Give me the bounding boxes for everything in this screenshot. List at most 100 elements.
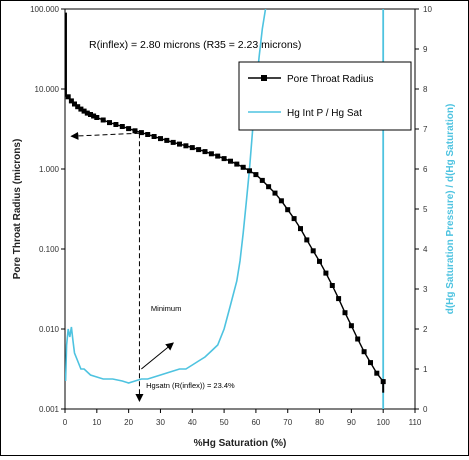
pore-series-point bbox=[266, 184, 272, 190]
pore-series-point bbox=[304, 237, 310, 243]
pore-series-point bbox=[291, 216, 297, 222]
x-axis: 0 10 20 30 40 50 60 70 80 90 100 110 bbox=[63, 409, 422, 427]
pore-series-point bbox=[94, 115, 100, 120]
x-tick-label: 0 bbox=[63, 418, 68, 427]
pore-series-point bbox=[196, 147, 202, 153]
pore-series-point bbox=[72, 101, 77, 107]
legend-pore-marker bbox=[261, 75, 267, 81]
pore-series-point bbox=[119, 124, 125, 129]
y-right-tick-label: 2 bbox=[423, 325, 428, 334]
pore-series-point bbox=[259, 177, 265, 183]
legend-hg-label: Hg Int P / Hg Sat bbox=[287, 108, 362, 119]
pore-series-point bbox=[272, 190, 278, 196]
annotation-layer: Minimum Hgsatn (R(inflex)) = 23.4% bbox=[70, 131, 235, 402]
x-tick-label: 90 bbox=[347, 418, 356, 427]
pore-series-point bbox=[374, 370, 380, 376]
left-y-axis-label: Pore Throat Radius (microns) bbox=[12, 139, 23, 280]
x-tick-label: 60 bbox=[251, 418, 260, 427]
pore-series-point bbox=[208, 151, 214, 157]
x-tick-label: 10 bbox=[92, 418, 101, 427]
y-left-tick-label: 0.100 bbox=[39, 245, 60, 254]
pore-series-point bbox=[240, 164, 246, 170]
y-right-tick-label: 8 bbox=[423, 85, 428, 94]
pore-series-point bbox=[151, 134, 157, 139]
pore-series-point bbox=[113, 122, 119, 127]
hg-series-line bbox=[65, 9, 267, 384]
pore-series-point bbox=[329, 283, 335, 288]
pore-series-point bbox=[310, 248, 316, 254]
y-left-tick-label: 10.000 bbox=[35, 85, 60, 94]
pore-series-point bbox=[170, 139, 176, 145]
legend-box bbox=[238, 61, 412, 131]
series-layer bbox=[64, 9, 386, 409]
x-axis-label: %Hg Saturation (%) bbox=[194, 438, 287, 449]
pore-series-point bbox=[368, 360, 373, 366]
pore-series-point bbox=[361, 349, 367, 355]
pore-series-point bbox=[88, 112, 93, 117]
pore-series-point bbox=[132, 128, 138, 134]
y-left-tick-label: 0.001 bbox=[39, 405, 60, 414]
y-right-tick-label: 5 bbox=[423, 205, 428, 214]
pore-series-point bbox=[126, 126, 132, 132]
left-y-axis: 0.001 0.010 0.100 1.000 10.000 100.000 bbox=[30, 5, 65, 414]
pore-series-point bbox=[91, 113, 97, 119]
pore-series-point bbox=[247, 168, 252, 174]
pore-series-point bbox=[138, 130, 144, 136]
y-left-tick-label: 1.000 bbox=[39, 165, 60, 174]
pore-series-point bbox=[278, 198, 284, 204]
pore-series-point bbox=[84, 110, 90, 116]
pore-series-point bbox=[380, 379, 386, 385]
y-right-tick-label: 1 bbox=[423, 365, 428, 374]
legend-pore-label: Pore Throat Radius bbox=[287, 74, 374, 85]
inflection-label: Hgsatn (R(inflex)) = 23.4% bbox=[146, 381, 235, 390]
chart-title: R(inflex) = 2.80 microns (R35 = 2.23 mic… bbox=[89, 39, 301, 51]
pore-series-point bbox=[75, 104, 81, 110]
pore-series-point bbox=[78, 106, 84, 112]
y-left-tick-label: 100.000 bbox=[30, 5, 59, 14]
y-right-tick-label: 6 bbox=[423, 165, 428, 174]
y-right-tick-label: 3 bbox=[423, 285, 428, 294]
pore-series-point bbox=[65, 94, 71, 100]
pore-series-point bbox=[81, 108, 87, 114]
y-right-tick-label: 9 bbox=[423, 45, 428, 54]
y-right-tick-label: 7 bbox=[423, 125, 428, 134]
pore-series-point bbox=[158, 136, 163, 142]
pore-series-point bbox=[189, 145, 195, 151]
pore-series-point bbox=[253, 172, 259, 178]
pore-series-point bbox=[285, 207, 291, 213]
x-tick-label: 30 bbox=[156, 418, 165, 427]
pore-series-point bbox=[215, 153, 221, 159]
pore-series-point bbox=[323, 270, 329, 276]
y-right-tick-label: 0 bbox=[423, 405, 428, 414]
pore-series-point bbox=[68, 98, 74, 104]
minimum-arrow bbox=[141, 342, 174, 370]
x-tick-label: 40 bbox=[188, 418, 197, 427]
pore-series-point bbox=[100, 117, 106, 123]
pore-series-point bbox=[107, 120, 112, 126]
right-y-axis: 0 1 2 3 4 5 6 7 8 9 10 bbox=[415, 5, 432, 414]
y-left-tick-label: 0.010 bbox=[39, 325, 60, 334]
pore-series-point bbox=[183, 143, 189, 149]
pore-series-point bbox=[164, 137, 170, 143]
pore-series-point bbox=[228, 158, 233, 164]
pore-series-point bbox=[348, 323, 354, 329]
x-tick-label: 100 bbox=[377, 418, 391, 427]
x-tick-label: 80 bbox=[315, 418, 324, 427]
pore-series-point bbox=[202, 149, 208, 155]
pore-series-point bbox=[336, 296, 342, 302]
x-tick-label: 20 bbox=[124, 418, 133, 427]
y-right-tick-label: 4 bbox=[423, 245, 428, 254]
pore-series-point bbox=[317, 258, 322, 264]
x-tick-label: 70 bbox=[283, 418, 292, 427]
x-tick-label: 110 bbox=[409, 418, 422, 427]
y-right-tick-label: 10 bbox=[423, 5, 432, 14]
pore-series-point bbox=[145, 132, 151, 137]
right-y-axis-label: d(Hg Saturation Pressure) / d(Hg Saturat… bbox=[445, 104, 456, 315]
pore-series-point bbox=[355, 336, 361, 342]
pore-series-point bbox=[177, 141, 182, 147]
legend: Pore Throat Radius Hg Int P / Hg Sat bbox=[238, 61, 412, 131]
horizontal-dashed-arrow bbox=[70, 131, 140, 140]
x-tick-label: 50 bbox=[220, 418, 229, 427]
